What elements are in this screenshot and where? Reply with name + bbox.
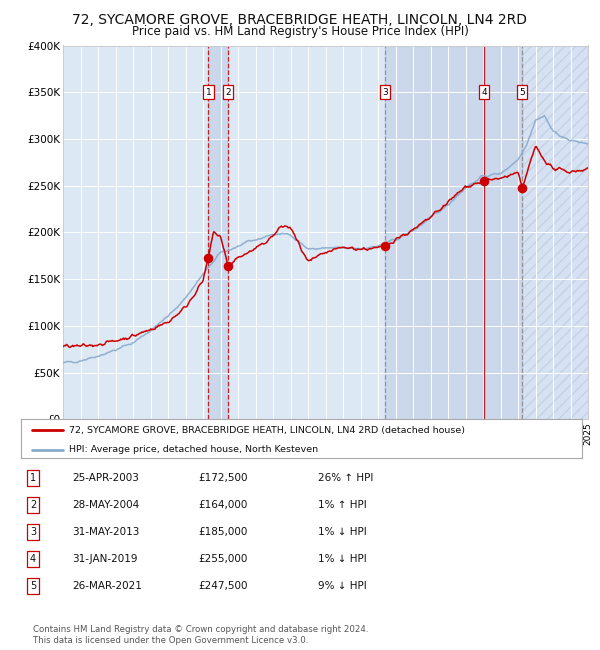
Text: £247,500: £247,500 bbox=[198, 581, 248, 591]
Bar bbox=[522, 46, 588, 419]
Text: 2: 2 bbox=[225, 88, 230, 97]
Point bbox=[203, 253, 213, 263]
Text: 1% ↓ HPI: 1% ↓ HPI bbox=[318, 527, 367, 537]
Text: Price paid vs. HM Land Registry's House Price Index (HPI): Price paid vs. HM Land Registry's House … bbox=[131, 25, 469, 38]
Text: £172,500: £172,500 bbox=[198, 473, 248, 483]
Text: 3: 3 bbox=[30, 527, 36, 537]
Text: £255,000: £255,000 bbox=[198, 554, 247, 564]
Text: 4: 4 bbox=[30, 554, 36, 564]
Bar bbox=[484, 46, 522, 419]
Text: 31-MAY-2013: 31-MAY-2013 bbox=[72, 527, 139, 537]
Text: £185,000: £185,000 bbox=[198, 527, 247, 537]
Text: 31-JAN-2019: 31-JAN-2019 bbox=[72, 554, 137, 564]
Text: 1% ↑ HPI: 1% ↑ HPI bbox=[318, 500, 367, 510]
Text: 72, SYCAMORE GROVE, BRACEBRIDGE HEATH, LINCOLN, LN4 2RD (detached house): 72, SYCAMORE GROVE, BRACEBRIDGE HEATH, L… bbox=[68, 426, 464, 435]
Text: £164,000: £164,000 bbox=[198, 500, 247, 510]
Text: 1: 1 bbox=[30, 473, 36, 483]
Text: 28-MAY-2004: 28-MAY-2004 bbox=[72, 500, 139, 510]
Text: 5: 5 bbox=[520, 88, 525, 97]
Point bbox=[479, 176, 489, 186]
Text: HPI: Average price, detached house, North Kesteven: HPI: Average price, detached house, Nort… bbox=[68, 445, 318, 454]
Text: 72, SYCAMORE GROVE, BRACEBRIDGE HEATH, LINCOLN, LN4 2RD: 72, SYCAMORE GROVE, BRACEBRIDGE HEATH, L… bbox=[73, 13, 527, 27]
Text: 3: 3 bbox=[382, 88, 388, 97]
Text: 5: 5 bbox=[30, 581, 36, 591]
Text: 1: 1 bbox=[206, 88, 211, 97]
Point bbox=[517, 183, 527, 193]
Text: 26% ↑ HPI: 26% ↑ HPI bbox=[318, 473, 373, 483]
Point bbox=[380, 241, 390, 252]
Bar bbox=[522, 46, 588, 419]
Bar bbox=[385, 46, 484, 419]
Text: 26-MAR-2021: 26-MAR-2021 bbox=[72, 581, 142, 591]
Text: 2: 2 bbox=[30, 500, 36, 510]
Text: 9% ↓ HPI: 9% ↓ HPI bbox=[318, 581, 367, 591]
Text: Contains HM Land Registry data © Crown copyright and database right 2024.
This d: Contains HM Land Registry data © Crown c… bbox=[33, 625, 368, 645]
Bar bbox=[208, 46, 228, 419]
Point bbox=[223, 261, 233, 271]
Text: 1% ↓ HPI: 1% ↓ HPI bbox=[318, 554, 367, 564]
Text: 25-APR-2003: 25-APR-2003 bbox=[72, 473, 139, 483]
Text: 4: 4 bbox=[482, 88, 487, 97]
